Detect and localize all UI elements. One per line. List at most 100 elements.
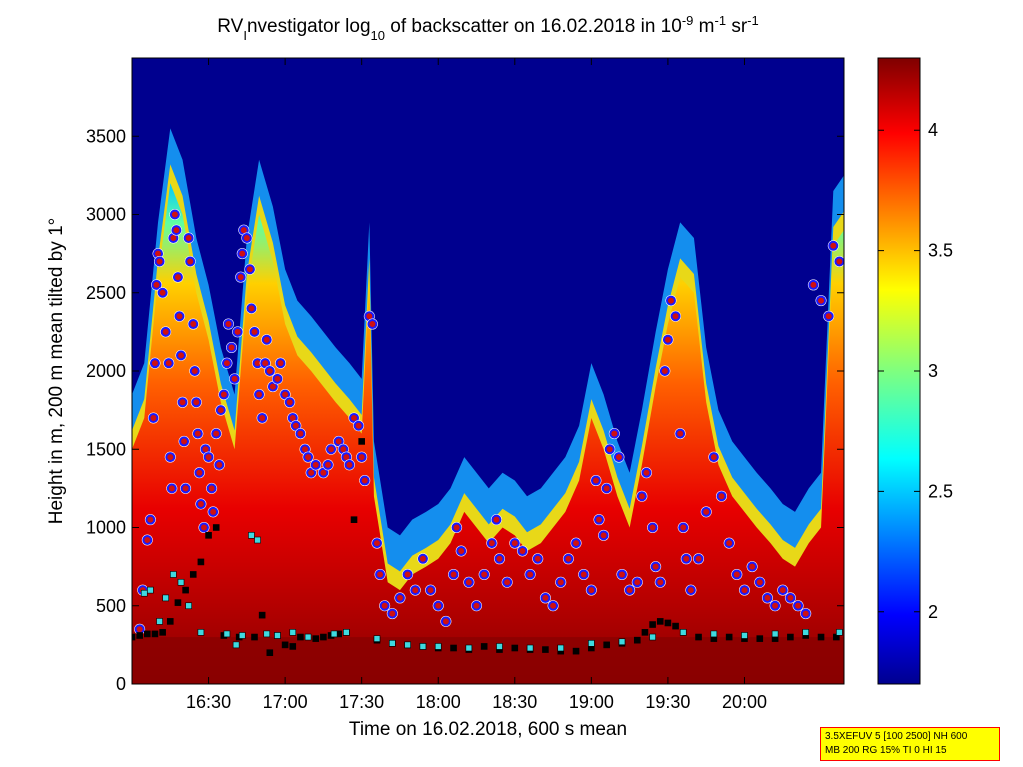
mixing_layer-point [151,630,159,638]
cloud_base-point [226,342,237,353]
cloud_base-point [154,256,165,267]
cloud_base-point [166,483,177,494]
aerosol_layer-point [771,630,779,638]
cloud_base-point [174,311,185,322]
mixing_layer-point [174,599,182,606]
cloud_base-point [616,569,627,580]
cloud_base-point [203,452,214,463]
cloud_base-point [632,577,643,588]
cloud_base-point [675,428,686,439]
cloud_base-point [770,600,781,611]
cloud_base-point [356,452,367,463]
cloud_base-point [284,397,295,408]
cloud_base-point [306,467,317,478]
cloud_base-point [693,553,704,564]
mixing_layer-point [641,629,649,636]
cloud_base-point [280,389,291,400]
cloud_base-point [303,452,314,463]
plot-area: 16:30 17:00 17:30 18:00 18:30 19:00 19:30 20:00… [86,57,845,712]
cloud_base-point [169,209,180,220]
colorbar-tick-label: 4 [928,120,938,140]
cloud_base-point [206,483,217,494]
cloud_base-point [185,256,196,267]
x-tick-label: 18:30 [492,692,537,712]
cloud_base-point [349,412,360,423]
cloud_base-point [175,350,186,361]
colorbar-tick-label: 2 [928,602,938,622]
aerosol_layer-point [649,633,656,641]
mixing_layer-point [649,621,656,628]
mixing_layer-point [511,644,519,652]
cloud_base-point [160,326,171,337]
cloud_base-point [724,538,735,549]
cloud_base-point [134,624,145,635]
x-axis: 16:30 17:00 17:30 18:00 18:30 19:00 19:30 20:00 [186,58,767,712]
y-tick-label: 3500 [86,126,126,146]
aerosol_layer-point [238,632,246,639]
mixing_layer-point [633,636,641,644]
cloud_base-point [624,585,635,596]
aerosol_layer-point [710,630,718,638]
cloud_base-point [191,397,202,408]
cloud_base-point [662,334,673,345]
cloud_base-point [344,459,355,470]
cloud_base-point [609,428,620,439]
y-axis: 0 500 1000 1500 2000 2500 3000 3500 [86,126,844,694]
cloud_base-point [463,577,474,588]
y-axis-label: Height in m, 200 m mean tilted by 1° [46,218,67,524]
aerosol_layer-point [496,643,503,650]
cloud_base-point [816,295,827,306]
cloud_base-point [275,358,286,369]
mixing_layer-point [450,644,457,652]
cloud_base-point [157,287,168,298]
cloud_base-point [808,279,819,290]
cloud_base-point [502,577,513,588]
cloud_base-point [823,311,834,322]
aerosol_layer-point [343,629,350,636]
surface-band [132,637,844,684]
cloud_base-point [246,303,257,314]
cloud_base-point [194,467,205,478]
cloud_base-point [604,444,615,455]
mixing_layer-point [166,618,174,625]
cloud_base-point [179,436,190,447]
cloud_base-point [295,428,306,439]
colorbar-tick-label: 3.5 [928,241,953,261]
cloud_base-point [290,420,301,431]
cloud_base-point [353,420,364,431]
x-tick-label: 20:00 [722,692,767,712]
cloud_base-point [379,600,390,611]
aerosol_layer-point [140,589,148,597]
mixing_layer-point [664,619,672,627]
x-tick-label: 18:00 [416,692,461,712]
cloud_base-point [456,545,467,556]
cloud_base-point [440,616,451,627]
colorbar-tick-label: 2.5 [928,481,953,501]
cloud_base-point [777,585,788,596]
aerosol_layer-point [156,618,163,625]
cloud_base-point [402,569,413,580]
cloud_base-point [785,592,796,603]
aerosol_layer-point [177,578,185,586]
aerosol_layer-point [330,630,338,638]
mixing_layer-point [258,611,266,619]
cloud_base-point [149,358,160,369]
cloud_base-point [151,279,162,290]
mixing_layer-point [266,649,274,657]
y-tick-label: 2000 [86,361,126,381]
aerosol_layer-point [274,632,281,639]
aerosol_layer-point [197,629,205,636]
aerosol_layer-point [147,586,154,594]
mixing_layer-point [358,438,365,445]
mixing_layer-point [189,571,197,578]
y-tick-label: 1000 [86,518,126,538]
y-tick-label: 0 [116,674,126,694]
cloud_base-point [410,585,421,596]
mixing_layer-point [281,641,289,649]
cloud_base-point [613,452,624,463]
mixing_layer-point [251,633,258,641]
settings-box: 3.5XEFUV 5 [100 2500] NH 600 MB 200 RG 1… [820,727,1000,761]
cloud_base-point [165,452,176,463]
colorbar-ticks: 2 2.5 3 3.5 4 [878,120,953,622]
